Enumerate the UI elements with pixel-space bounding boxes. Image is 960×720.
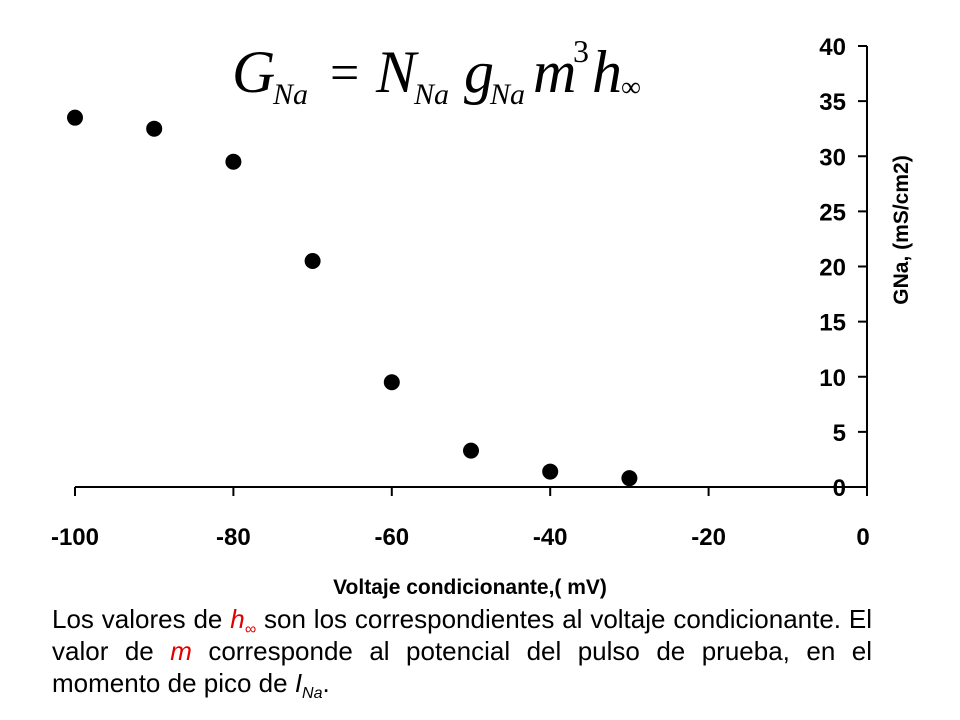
eq-g: g	[464, 39, 494, 105]
eq-infinity: ∞	[621, 72, 641, 103]
caption-text-1: Los valores de	[52, 604, 231, 634]
caption-i-sub: Na	[302, 685, 323, 703]
x-tick-label: 0	[856, 524, 869, 551]
eq-G: G	[232, 39, 275, 105]
eq-N-sub: Na	[413, 78, 449, 111]
equation: G Na = N Na g Na m 3 h ∞	[232, 33, 641, 111]
x-ticks: -100 -80 -60 -40 -20 0	[51, 487, 870, 551]
caption-text-4: .	[322, 668, 330, 698]
x-axis-title: Voltaje condicionante,( mV)	[333, 576, 607, 599]
y-tick-label: 35	[819, 89, 846, 116]
x-tick-label: -80	[216, 524, 251, 551]
data-point	[304, 252, 321, 269]
eq-equals: =	[330, 45, 359, 102]
x-tick-label: -20	[691, 524, 726, 551]
eq-exponent: 3	[573, 33, 589, 69]
caption-paragraph: Los valores de h∞ son los correspondient…	[52, 603, 873, 703]
caption-h-symbol: h∞	[230, 604, 256, 638]
y-tick-label: 5	[833, 420, 846, 447]
y-tick-label: 15	[819, 310, 846, 337]
y-tick-label: 20	[819, 255, 846, 282]
data-point	[383, 374, 400, 391]
data-point	[542, 463, 559, 480]
data-point	[67, 109, 83, 126]
gna-scatter-chart: G Na = N Na g Na m 3 h ∞ -100 -80 -60 -40 -2…	[51, 33, 913, 599]
data-point	[225, 153, 242, 170]
data-point	[146, 120, 163, 137]
caption-text-2: son los correspondientes al voltaje cond…	[52, 604, 873, 666]
data-point	[463, 442, 479, 459]
caption-m-symbol: m	[170, 636, 192, 666]
y-tick-label: 30	[819, 144, 846, 171]
eq-h: h	[592, 39, 622, 105]
y-ticks: 0 5 10 15 20 25 30 35 40	[819, 34, 867, 502]
caption-h-sub: ∞	[244, 621, 257, 639]
eq-m: m	[533, 39, 576, 105]
caption-h: h	[230, 604, 245, 634]
y-tick-label: 10	[819, 365, 846, 392]
data-point	[621, 470, 638, 487]
y-tick-label: 40	[819, 34, 846, 61]
x-tick-label: -60	[374, 524, 409, 551]
x-tick-label: -40	[533, 524, 568, 551]
eq-g-sub: Na	[489, 78, 525, 111]
y-tick-label: 0	[833, 475, 846, 502]
x-tick-label: -100	[51, 524, 99, 551]
y-tick-label: 25	[819, 199, 846, 226]
y-axis-title: GNa, (mS/cm2)	[890, 155, 913, 304]
caption-text-3: corresponde al potencial del pulso de pr…	[52, 636, 872, 698]
eq-G-sub: Na	[272, 78, 308, 111]
caption-i-symbol: I	[294, 668, 303, 698]
eq-N: N	[375, 39, 419, 105]
data-points	[67, 109, 638, 487]
